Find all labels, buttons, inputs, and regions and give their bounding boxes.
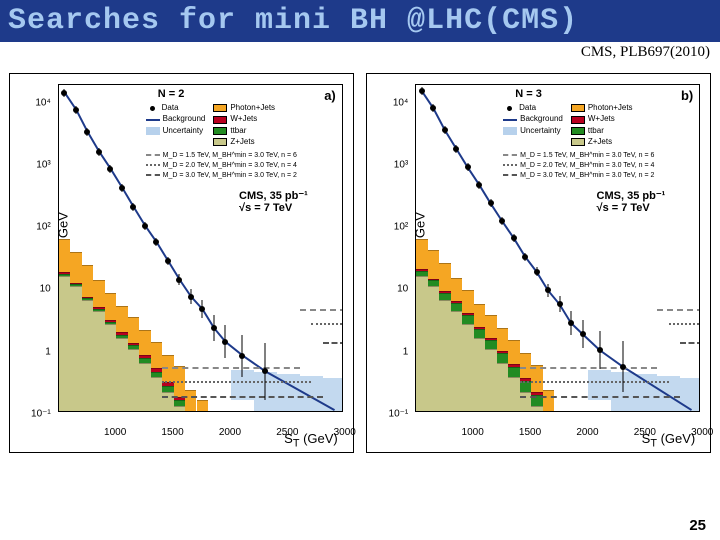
title-text: Searches for mini BH @LHC(CMS) bbox=[8, 4, 578, 38]
charts-container: 10⁻¹11010²10³10⁴10001500200025003000Even… bbox=[0, 63, 720, 463]
page-number: 25 bbox=[689, 517, 706, 534]
title-bar: Searches for mini BH @LHC(CMS) bbox=[0, 0, 720, 42]
chart-a: 10⁻¹11010²10³10⁴10001500200025003000Even… bbox=[9, 73, 354, 453]
citation: CMS, PLB697(2010) bbox=[0, 42, 720, 63]
chart-b: 10⁻¹11010²10³10⁴10001500200025003000Even… bbox=[366, 73, 711, 453]
